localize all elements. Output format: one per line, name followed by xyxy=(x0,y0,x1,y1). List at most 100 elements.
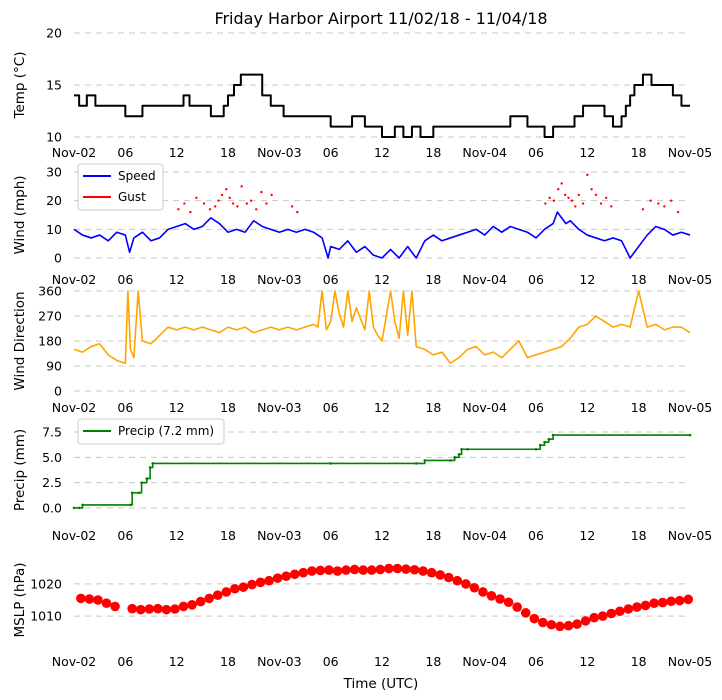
mslp-point xyxy=(221,587,232,597)
mslp-point xyxy=(409,564,420,575)
mslp-y-tick-label: 1020 xyxy=(30,576,62,591)
mslp-point xyxy=(580,616,591,626)
panel-wind: 0 10 20 30 Wind (mph) Nov-02 06 12 18 Nov-03 06 12 1… xyxy=(12,163,712,287)
gust-point xyxy=(586,173,589,177)
wind-legend-label: Speed xyxy=(118,169,156,183)
wind-series-line xyxy=(73,211,691,259)
mslp-point xyxy=(392,563,403,574)
gust-point xyxy=(544,202,547,205)
precip-y-tick-label: 0.0 xyxy=(42,500,62,515)
mslp-point xyxy=(255,577,266,588)
precip-x-tick-label: 18 xyxy=(220,528,236,543)
gust-point xyxy=(557,188,560,191)
gust-point xyxy=(296,210,299,214)
mslp-point xyxy=(281,571,291,582)
mslp-point xyxy=(478,587,488,597)
gust-point xyxy=(228,196,231,199)
precip-x-tick-label: 06 xyxy=(117,528,133,543)
dir-y-tick-label: 0 xyxy=(54,384,62,399)
mslp-x-tick-label: 06 xyxy=(117,654,133,669)
precip-point xyxy=(140,481,143,484)
mslp-point xyxy=(606,608,617,619)
gust-point xyxy=(195,196,198,199)
dir-x-tick-label: Nov-04 xyxy=(462,400,507,415)
mslp-x-tick-label: 06 xyxy=(528,654,544,669)
mslp-point xyxy=(555,621,565,632)
mslp-point xyxy=(187,600,197,610)
temp-x-tick-label: 06 xyxy=(528,145,544,160)
mslp-point xyxy=(366,565,377,575)
wind-y-tick-label: 10 xyxy=(46,222,62,237)
mslp-point xyxy=(666,596,676,607)
gust-point xyxy=(202,202,206,205)
temp-x-tick-label: 18 xyxy=(631,145,647,160)
mslp-point xyxy=(204,593,214,604)
mslp-point xyxy=(93,595,103,605)
mslp-point xyxy=(238,582,249,592)
mslp-point xyxy=(349,564,360,575)
mslp-y-axis-label: MSLP (hPa) xyxy=(12,562,28,637)
precip-x-tick-label: 12 xyxy=(169,528,185,543)
gust-point xyxy=(649,199,652,202)
mslp-point xyxy=(332,566,343,576)
mslp-x-tick-label: 06 xyxy=(323,654,339,669)
mslp-point xyxy=(512,602,522,612)
gust-point xyxy=(577,193,580,197)
mslp-x-tick-label: 12 xyxy=(374,654,390,669)
precip-point xyxy=(543,440,546,444)
precip-point xyxy=(551,433,555,437)
mslp-point xyxy=(298,567,309,578)
mslp-x-tick-label: 18 xyxy=(220,654,236,669)
dir-x-tick-label: 12 xyxy=(374,400,390,415)
precip-point xyxy=(449,459,452,462)
wind-x-tick-label: 18 xyxy=(425,272,441,287)
wind-x-tick-label: 06 xyxy=(323,272,339,287)
mslp-point xyxy=(597,611,608,621)
temp-x-tick-label: 18 xyxy=(220,145,236,160)
mslp-point xyxy=(153,603,163,614)
gust-point xyxy=(574,205,577,208)
gust-point xyxy=(270,193,273,197)
precip-point xyxy=(547,437,551,441)
gust-point xyxy=(599,202,603,205)
temp-x-tick-label: Nov-02 xyxy=(52,145,96,160)
temp-x-tick-label: Nov-03 xyxy=(257,145,301,160)
precip-series-line xyxy=(74,434,690,509)
precip-point xyxy=(130,491,134,495)
gust-point xyxy=(231,202,235,205)
chart-title: Friday Harbor Airport 11/02/18 - 11/04/1… xyxy=(214,9,547,28)
precip-point xyxy=(538,443,542,447)
wind-y-tick-label: 0 xyxy=(54,251,62,266)
temp-y-tick-label: 10 xyxy=(46,130,62,145)
precip-point xyxy=(145,477,149,480)
precip-x-tick-label: 18 xyxy=(631,528,647,543)
gust-point xyxy=(604,196,608,199)
gust-point xyxy=(177,208,180,211)
temp-y-tick-label: 15 xyxy=(46,78,62,93)
mslp-point xyxy=(315,565,326,576)
mslp-point xyxy=(76,593,86,604)
precip-x-tick-label: Nov-02 xyxy=(52,528,96,543)
dir-x-tick-label: 18 xyxy=(631,400,647,415)
mslp-point xyxy=(341,565,351,575)
precip-x-tick-label: Nov-03 xyxy=(257,528,301,543)
precip-point xyxy=(688,433,692,437)
gust-point xyxy=(183,202,186,205)
mslp-x-tick-label: 18 xyxy=(425,654,441,669)
mslp-point xyxy=(110,601,120,612)
mslp-y-tick-label: 1010 xyxy=(30,609,62,624)
dir-x-tick-label: 18 xyxy=(220,400,236,415)
mslp-x-tick-label: 12 xyxy=(169,654,185,669)
mslp-point xyxy=(486,591,497,601)
gust-point xyxy=(245,202,249,205)
precip-point xyxy=(466,447,469,451)
mslp-point xyxy=(307,566,317,576)
panel-temp: 10 15 20 Temp (°C) Nov-02 06 12 18 Nov-03 06 12 18 N… xyxy=(12,26,712,161)
gust-point xyxy=(570,199,574,202)
gust-point xyxy=(217,199,220,202)
mslp-point xyxy=(170,604,180,614)
temp-x-tick-label: 18 xyxy=(425,145,441,160)
gust-point xyxy=(240,185,243,188)
mslp-point xyxy=(615,606,625,617)
